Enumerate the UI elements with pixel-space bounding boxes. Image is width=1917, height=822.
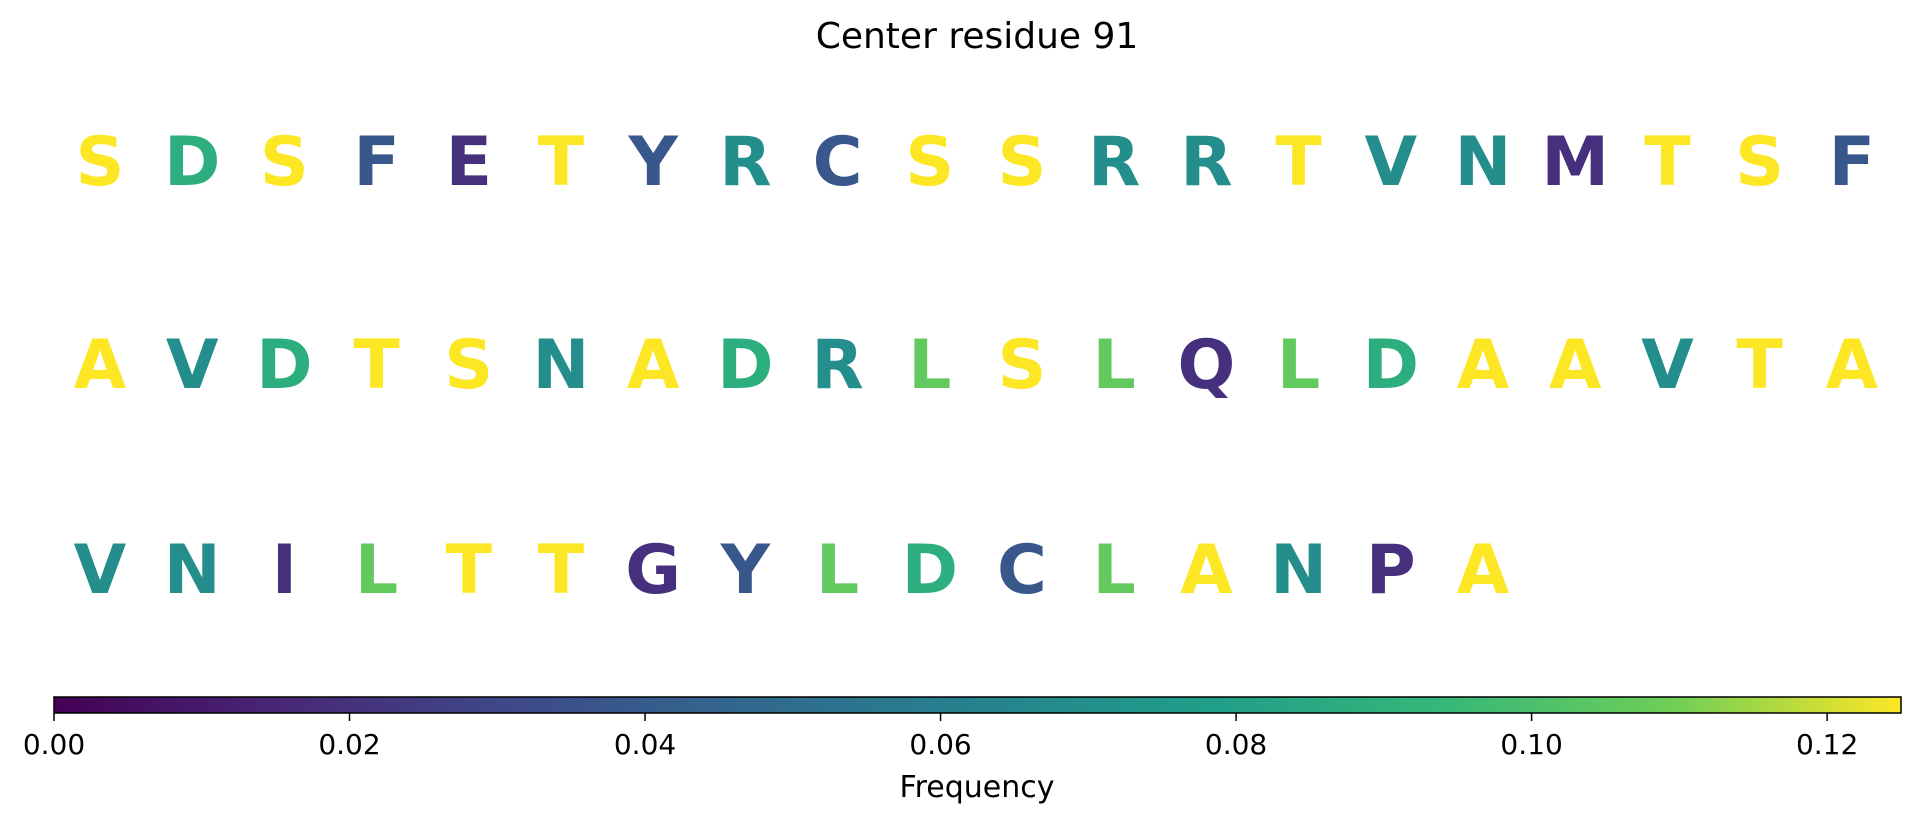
colorbar-tick-label: 0.00 bbox=[23, 728, 85, 761]
residue-letter: E bbox=[446, 123, 492, 202]
colorbar-ticks: 0.00 0.02 0.04 0.06 0.08 0.10 0.12 bbox=[23, 713, 1858, 761]
residue-letter: V bbox=[1641, 326, 1694, 405]
residue-letter: V bbox=[166, 326, 219, 405]
residue-letter: S bbox=[260, 123, 309, 202]
residue-letter: S bbox=[76, 123, 125, 202]
residue-letter: G bbox=[625, 531, 681, 610]
residue-letter: P bbox=[1366, 531, 1416, 610]
residue-letters: S D S F E T Y R C S S R R T V N M T S FA V D T S N A D R L S L Q L D A A V T A… bbox=[74, 123, 1879, 610]
residue-letter: T bbox=[538, 531, 585, 610]
residue-letter: V bbox=[74, 531, 127, 610]
residue-letter: S bbox=[905, 123, 954, 202]
colorbar-tick-label: 0.02 bbox=[318, 728, 380, 761]
residue-letter: I bbox=[272, 531, 297, 610]
colorbar-tick-label: 0.10 bbox=[1500, 728, 1562, 761]
colorbar-tick-label: 0.06 bbox=[909, 728, 971, 761]
residue-letter: L bbox=[816, 531, 859, 610]
chart-title: Center residue 91 bbox=[816, 16, 1139, 57]
residue-letter: C bbox=[813, 123, 863, 202]
residue-letter: S bbox=[1735, 123, 1784, 202]
residue-letter: L bbox=[1277, 326, 1320, 405]
residue-letter: Y bbox=[720, 531, 771, 610]
colorbar-gradient bbox=[53, 696, 1902, 714]
residue-letter: A bbox=[1825, 326, 1878, 405]
residue-letter: A bbox=[1457, 531, 1510, 610]
residue-letter: C bbox=[997, 531, 1047, 610]
colorbar-tick-label: 0.08 bbox=[1205, 728, 1267, 761]
residue-letter: Y bbox=[628, 123, 679, 202]
residue-letter: D bbox=[902, 531, 958, 610]
residue-letter: Q bbox=[1177, 326, 1235, 405]
residue-letter: A bbox=[1180, 531, 1233, 610]
colorbar-label: Frequency bbox=[900, 770, 1055, 805]
residue-letter: R bbox=[1180, 123, 1232, 202]
residue-letter: F bbox=[1829, 123, 1875, 202]
residue-letter: A bbox=[627, 326, 680, 405]
residue-letter: N bbox=[1270, 531, 1327, 610]
residue-letter: D bbox=[717, 326, 773, 405]
residue-letter: S bbox=[998, 326, 1047, 405]
residue-letter: D bbox=[1363, 326, 1419, 405]
residue-letter: T bbox=[1736, 326, 1783, 405]
residue-letter: N bbox=[164, 531, 221, 610]
residue-letter: S bbox=[998, 123, 1047, 202]
residue-letter: R bbox=[811, 326, 863, 405]
colorbar-tick-label: 0.04 bbox=[614, 728, 676, 761]
residue-letter: L bbox=[355, 531, 398, 610]
residue-letter: S bbox=[444, 326, 493, 405]
residue-letter: N bbox=[1455, 123, 1512, 202]
residue-letter: R bbox=[1088, 123, 1140, 202]
residue-letter: T bbox=[353, 326, 400, 405]
residue-letter: V bbox=[1364, 123, 1417, 202]
residue-letter: F bbox=[353, 123, 399, 202]
residue-letter: D bbox=[256, 326, 312, 405]
residue-letter: A bbox=[1457, 326, 1510, 405]
residue-letter: T bbox=[1644, 123, 1691, 202]
residue-letter: T bbox=[1275, 123, 1322, 202]
colorbar: 0.00 0.02 0.04 0.06 0.08 0.10 0.12 Frequency bbox=[23, 696, 1902, 805]
residue-letter: A bbox=[74, 326, 127, 405]
colorbar-tick-label: 0.12 bbox=[1796, 728, 1858, 761]
residue-letter: A bbox=[1549, 326, 1602, 405]
residue-letter: N bbox=[533, 326, 590, 405]
residue-letter: D bbox=[164, 123, 220, 202]
residue-letter: M bbox=[1541, 123, 1609, 202]
residue-letter: T bbox=[538, 123, 585, 202]
residue-letter: R bbox=[719, 123, 771, 202]
residue-letter: L bbox=[1093, 531, 1136, 610]
residue-letter: T bbox=[446, 531, 493, 610]
residue-letter: L bbox=[1093, 326, 1136, 405]
residue-letter: L bbox=[908, 326, 951, 405]
